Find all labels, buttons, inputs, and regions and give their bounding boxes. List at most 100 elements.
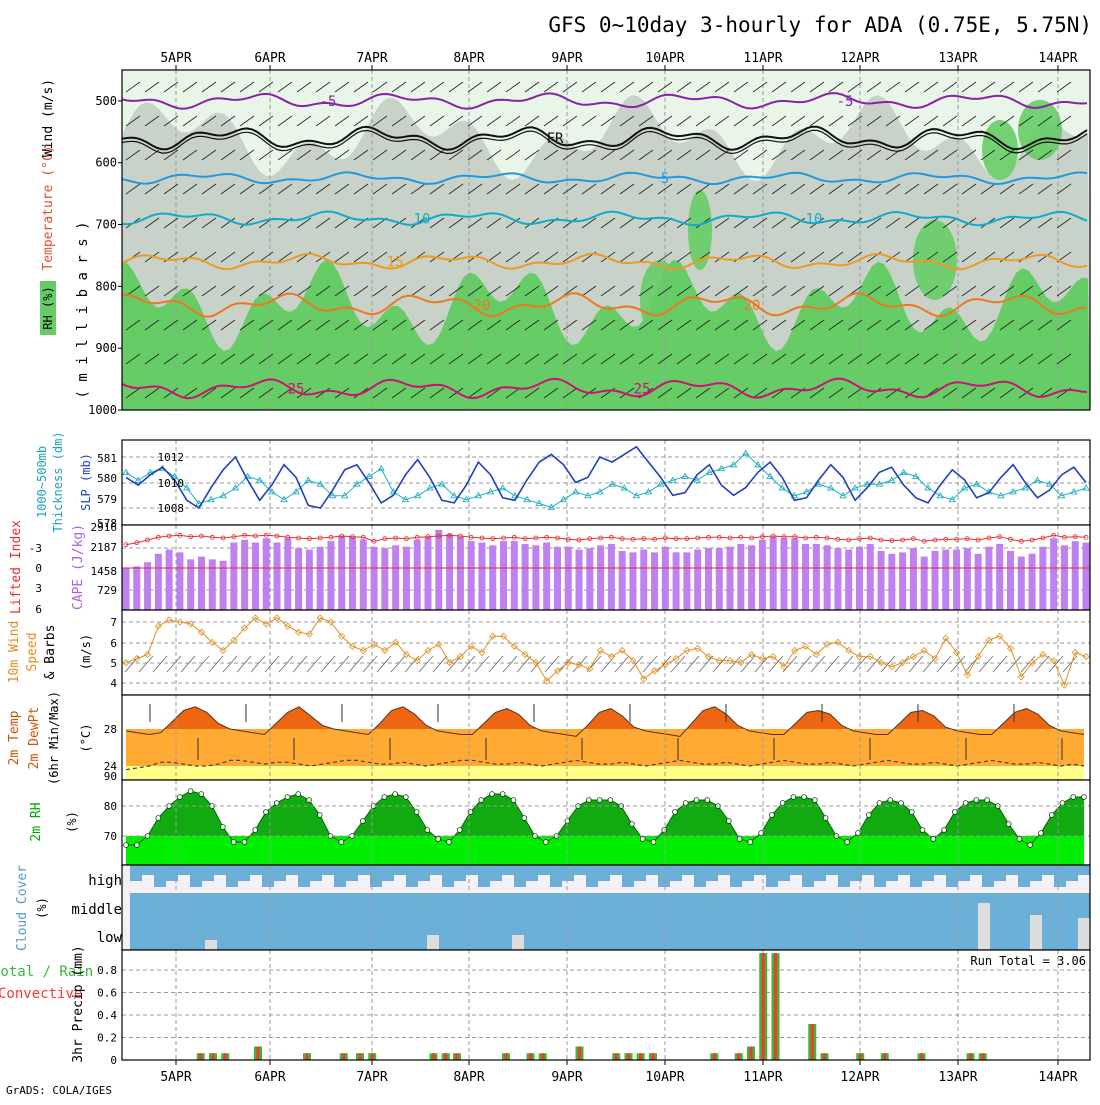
li-point — [673, 536, 679, 542]
wind-barb — [220, 353, 236, 365]
precip-bar-convective — [858, 1053, 862, 1060]
wind-barb-10m — [1062, 655, 1078, 673]
wind-barb-10m — [698, 655, 714, 673]
wind-barb — [885, 353, 901, 365]
wind-barb — [828, 81, 844, 93]
precip-bar-convective — [823, 1053, 826, 1060]
wind-barb — [429, 183, 445, 195]
wind-barb — [315, 115, 331, 127]
li-point — [662, 535, 668, 541]
cloud-high-bar — [766, 865, 778, 887]
wind-barb — [942, 251, 958, 263]
rh2m-point — [316, 812, 323, 818]
li-point — [555, 535, 560, 541]
wind-barb — [239, 353, 255, 365]
wind-barb — [1018, 149, 1034, 161]
wind-barb — [1018, 387, 1034, 399]
cape-bar — [553, 546, 561, 610]
cape-bar — [1082, 542, 1090, 610]
cape-bar — [284, 538, 292, 610]
rh2m-point — [704, 797, 711, 803]
wind-barb — [752, 217, 768, 229]
thickness-tick: 581 — [97, 452, 117, 465]
wind-barb — [904, 353, 920, 365]
date-label-top: 14APR — [1038, 51, 1077, 66]
wind-speed-point — [737, 659, 745, 667]
wind-barb — [657, 183, 673, 195]
wind-barb — [999, 81, 1015, 93]
wind-barb-10m — [712, 655, 728, 673]
cloud-high-bar — [1066, 865, 1078, 881]
thickness-point — [766, 472, 774, 479]
wind-speed-point — [877, 659, 885, 667]
wind-barb — [448, 149, 464, 161]
temperature-contour — [121, 210, 1088, 227]
wind-barb — [258, 319, 274, 331]
axis-label-rh2m: 2m RH — [29, 802, 44, 841]
cloud-high-bar — [550, 865, 562, 887]
rh2m-point — [887, 797, 894, 803]
li-point — [695, 535, 701, 541]
cape-bar — [802, 543, 810, 610]
precip-bar-convective — [455, 1053, 459, 1060]
wind-barb — [163, 217, 179, 229]
wind-barb — [391, 387, 407, 399]
wind-speed-point — [273, 614, 281, 622]
wind-barb — [163, 353, 179, 365]
li-point — [220, 535, 226, 541]
wind-barb — [467, 183, 483, 195]
wind-barb — [676, 387, 692, 399]
li-point — [943, 536, 949, 542]
wind-barb — [562, 149, 578, 161]
wind-barb — [923, 217, 939, 229]
contour-label: 20 — [474, 298, 491, 314]
wind-barb-10m — [488, 655, 504, 673]
cloud-high-bar — [778, 865, 790, 881]
wind-barb — [144, 183, 160, 195]
wind-barb — [258, 353, 274, 365]
cloud-high-bar — [226, 865, 238, 887]
wind-barb — [505, 285, 521, 297]
wind-barb — [353, 353, 369, 365]
wind-barb-10m — [824, 655, 840, 673]
wind-barb — [942, 115, 958, 127]
wind-barb — [600, 319, 616, 331]
wind-barb — [562, 251, 578, 263]
cloud-high-bar — [886, 865, 898, 881]
wind-barb — [923, 81, 939, 93]
cape-bar — [273, 542, 281, 610]
wind-barb — [790, 217, 806, 229]
axis-label-unit: (m/s) — [79, 634, 93, 670]
thickness-point — [122, 468, 130, 476]
axis-label-wind: Wind (m/s) — [41, 79, 56, 157]
precip-frame — [121, 949, 1091, 1061]
precip-bar-convective — [761, 953, 765, 1060]
date-label-top: 12APR — [840, 51, 879, 66]
cloud-high-bar — [406, 865, 418, 887]
cape-bar — [521, 543, 529, 610]
rh2m-point — [682, 800, 689, 806]
rh2m-point — [1027, 842, 1033, 848]
wind-speed-point — [899, 659, 907, 667]
li-point — [576, 537, 582, 543]
li-point — [900, 537, 906, 543]
upper-frame — [121, 69, 1091, 411]
cloud-high-bar — [298, 865, 310, 887]
cloud-high-bar — [706, 865, 718, 881]
wind-barb — [543, 353, 559, 365]
cape-bar — [704, 548, 712, 610]
wind-barb-10m — [516, 655, 532, 673]
wind-barb — [277, 319, 293, 331]
precip-bar-convective — [737, 1053, 741, 1060]
thickness-point — [814, 480, 823, 487]
li-point — [544, 534, 550, 540]
wind-barb — [980, 387, 996, 399]
wind-barb-10m — [474, 655, 490, 673]
wind-barb-10m — [446, 655, 462, 673]
rh2m-point — [338, 839, 345, 845]
axis-label-rh: RH (%) — [41, 286, 55, 329]
wind-barb — [885, 217, 901, 229]
wind-barb — [714, 353, 730, 365]
wind-barb — [885, 81, 901, 93]
wind-barb-10m — [908, 655, 924, 673]
